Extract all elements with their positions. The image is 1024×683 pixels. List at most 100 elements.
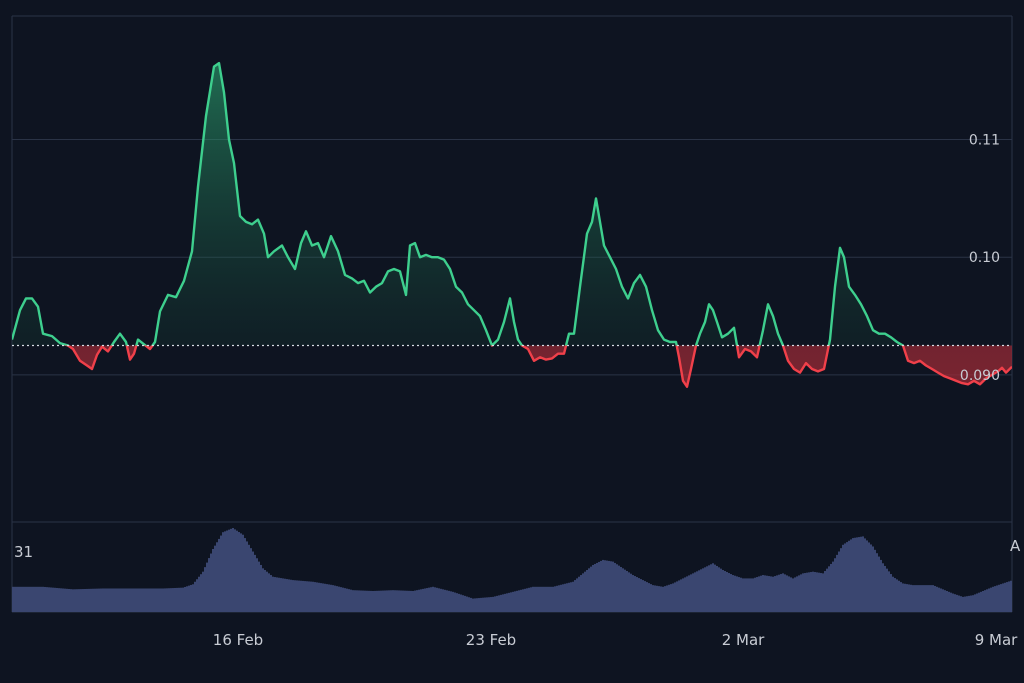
volume-bar [708, 565, 710, 612]
volume-bar [820, 573, 822, 612]
volume-bar [470, 597, 472, 612]
volume-bar [44, 586, 46, 612]
volume-bar [904, 583, 906, 612]
volume-bar [918, 585, 920, 612]
volume-bar [890, 574, 892, 612]
volume-bar [690, 574, 692, 612]
volume-bar [72, 589, 74, 612]
volume-bar [782, 573, 784, 612]
volume-bar [982, 591, 984, 612]
volume-bar [682, 578, 684, 612]
volume-bar [872, 546, 874, 612]
volume-bar [52, 587, 54, 612]
volume-bar [844, 543, 846, 612]
volume-bar [132, 588, 134, 612]
volume-bar [604, 560, 606, 612]
volume-bar [198, 576, 200, 612]
volume-bar [602, 559, 604, 612]
volume-bar [290, 579, 292, 612]
volume-bar [274, 577, 276, 612]
volume-bar [790, 577, 792, 612]
volume-bar [112, 588, 114, 612]
volume-bar [414, 590, 416, 612]
volume-bar [220, 535, 222, 612]
volume-bar [808, 572, 810, 612]
volume-bar [298, 580, 300, 612]
volume-bar [404, 590, 406, 612]
volume-bar [550, 586, 552, 612]
volume-bar [398, 590, 400, 612]
volume-bar [802, 573, 804, 612]
volume-bar [994, 586, 996, 612]
volume-bar [128, 588, 130, 612]
volume-bar [190, 584, 192, 612]
volume-bar [548, 586, 550, 612]
volume-bar [26, 586, 28, 612]
volume-bar [922, 585, 924, 612]
volume-bar [102, 588, 104, 612]
volume-bar [502, 594, 504, 612]
volume-bar [340, 587, 342, 612]
volume-bar [400, 590, 402, 612]
volume-bar [346, 588, 348, 612]
volume-bar [42, 586, 44, 612]
volume-bar [678, 580, 680, 612]
volume-bar [706, 566, 708, 612]
volume-bar [288, 579, 290, 612]
volume-bar [930, 585, 932, 612]
volume-bar [586, 570, 588, 612]
volume-bar [222, 532, 224, 612]
volume-bar [578, 576, 580, 612]
volume-bar [100, 588, 102, 612]
volume-bar [134, 588, 136, 612]
volume-bar [636, 577, 638, 612]
volume-bar [896, 579, 898, 612]
volume-bar [328, 584, 330, 612]
volume-bar [622, 568, 624, 612]
volume-bar [300, 580, 302, 612]
volume-bar [728, 573, 730, 612]
volume-bar [146, 588, 148, 612]
volume-bar [468, 597, 470, 612]
volume-bar [906, 584, 908, 612]
volume-bar [216, 542, 218, 612]
volume-bar [886, 568, 888, 612]
volume-bar [484, 597, 486, 612]
volume-bar [168, 588, 170, 612]
volume-bar [806, 572, 808, 612]
volume-bar [512, 591, 514, 612]
volume-bar [64, 588, 66, 612]
volume-bar [234, 529, 236, 612]
volume-bar [92, 588, 94, 612]
volume-bar [292, 580, 294, 612]
volume-bar [94, 588, 96, 612]
volume-bar [260, 564, 262, 612]
volume-bar [670, 584, 672, 612]
volume-bar [164, 588, 166, 612]
volume-bar [744, 578, 746, 612]
volume-bar [680, 579, 682, 612]
volume-bar [810, 572, 812, 612]
volume-bar [464, 595, 466, 612]
volume-bar [662, 586, 664, 612]
volume-bar [736, 576, 738, 612]
volume-bar [494, 596, 496, 612]
volume-bar [812, 571, 814, 612]
volume-bar [90, 588, 92, 612]
volume-bar [474, 598, 476, 612]
volume-bar [18, 586, 20, 612]
volume-bar [22, 586, 24, 612]
volume-bar [936, 586, 938, 612]
volume-histogram [12, 528, 1012, 612]
volume-bar [644, 581, 646, 612]
volume-bar [822, 573, 824, 612]
volume-bar [376, 590, 378, 612]
volume-bar [780, 574, 782, 612]
volume-bar [618, 565, 620, 612]
volume-bar [628, 572, 630, 612]
volume-bar [362, 590, 364, 612]
volume-bar [876, 553, 878, 612]
price-line[interactable] [12, 61, 1012, 388]
volume-bar [316, 582, 318, 612]
